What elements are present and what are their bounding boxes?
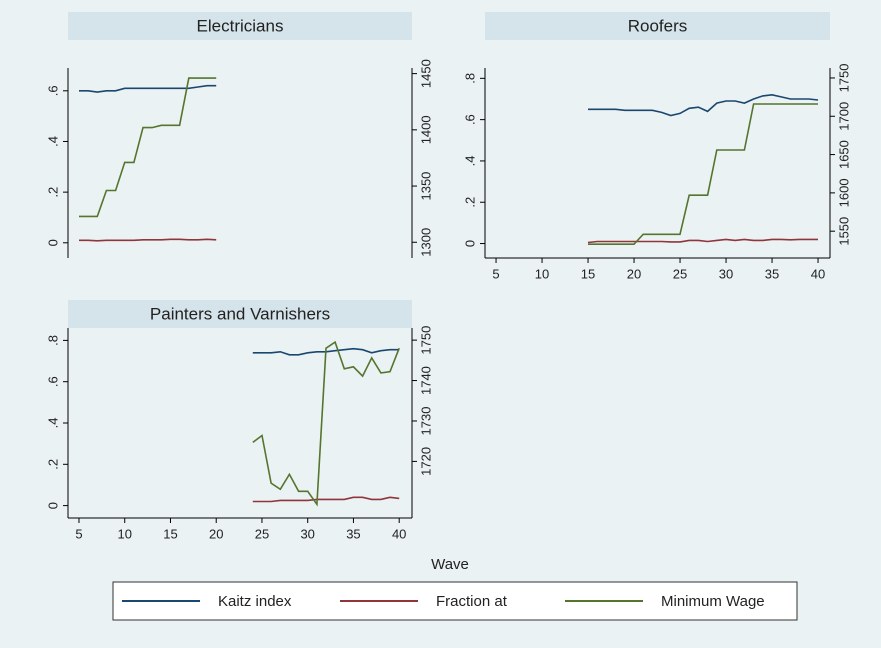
y-tick-label: .2 <box>45 187 60 198</box>
series-line <box>587 238 818 244</box>
x-tick-label: 20 <box>627 266 641 281</box>
x-tick-label: 25 <box>673 266 687 281</box>
x-tick-label: 10 <box>117 526 131 541</box>
y-tick-label: .8 <box>45 335 60 346</box>
y-tick-label: 0 <box>462 240 477 247</box>
y-tick-label: 0 <box>45 502 60 509</box>
y2-tick-label: 1720 <box>418 447 433 476</box>
y-tick-label: .2 <box>462 197 477 208</box>
panel-title: Roofers <box>628 16 688 35</box>
y-tick-label: .8 <box>462 73 477 84</box>
y-tick-label: .4 <box>45 136 60 147</box>
panel-title-bar <box>68 12 412 40</box>
x-tick-label: 25 <box>255 526 269 541</box>
y-tick-label: .6 <box>45 376 60 387</box>
x-tick-label: 40 <box>811 266 825 281</box>
series-line <box>252 340 400 507</box>
y2-tick-label: 1650 <box>836 140 851 169</box>
x-tick-label: 35 <box>765 266 779 281</box>
legend <box>112 581 798 621</box>
y2-tick-label: 1750 <box>836 63 851 92</box>
y2-tick-label: 1400 <box>418 115 433 144</box>
series-line <box>79 77 217 218</box>
series-line <box>588 93 819 117</box>
y2-tick-label: 1730 <box>418 407 433 436</box>
y2-tick-label: 1350 <box>418 172 433 201</box>
y2-tick-label: 1740 <box>418 366 433 395</box>
x-axis-label: Wave <box>431 556 469 573</box>
x-tick-label: 40 <box>392 526 406 541</box>
y2-tick-label: 1300 <box>418 228 433 257</box>
series-line <box>252 496 400 503</box>
legend-label: Kaitz index <box>218 593 292 610</box>
y2-tick-label: 1600 <box>836 178 851 207</box>
panel-title: Painters and Varnishers <box>150 304 330 323</box>
legend-label: Fraction at <box>436 593 508 610</box>
y-tick-label: .2 <box>45 459 60 470</box>
series-line <box>588 103 818 245</box>
y-tick-label: 0 <box>45 239 60 246</box>
y-tick-label: .4 <box>45 418 60 429</box>
y-tick-label: .4 <box>462 156 477 167</box>
panel-title-bar <box>68 300 412 328</box>
panel-title-bar <box>485 12 830 40</box>
series-line <box>79 238 217 242</box>
x-tick-label: 30 <box>300 526 314 541</box>
series-line <box>79 84 217 93</box>
x-tick-label: 5 <box>492 266 499 281</box>
x-tick-label: 15 <box>581 266 595 281</box>
x-tick-label: 5 <box>75 526 82 541</box>
y2-tick-label: 1700 <box>836 102 851 131</box>
y-tick-label: .6 <box>462 114 477 125</box>
panel-title: Electricians <box>197 16 284 35</box>
y2-tick-label: 1750 <box>418 326 433 355</box>
y-tick-label: .6 <box>45 85 60 96</box>
x-tick-label: 15 <box>163 526 177 541</box>
legend-label: Minimum Wage <box>661 593 765 610</box>
x-tick-label: 10 <box>535 266 549 281</box>
x-tick-label: 30 <box>719 266 733 281</box>
x-tick-label: 20 <box>209 526 223 541</box>
x-tick-label: 35 <box>346 526 360 541</box>
y2-tick-label: 1450 <box>418 59 433 88</box>
y2-tick-label: 1550 <box>836 217 851 246</box>
